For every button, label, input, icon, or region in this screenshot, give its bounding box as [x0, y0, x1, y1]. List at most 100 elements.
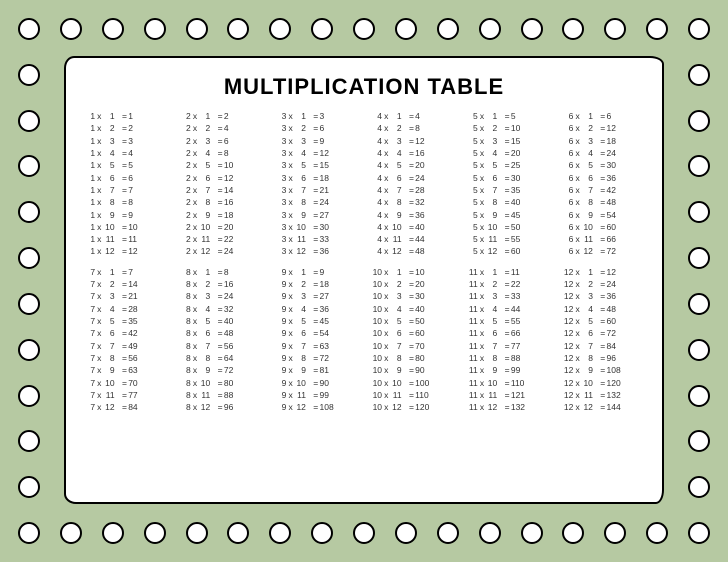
times-symbol: x: [382, 147, 391, 159]
product: 33: [511, 290, 525, 302]
table-row: 1x10=10: [84, 221, 166, 233]
factor-b: 8: [295, 196, 306, 208]
equals-symbol: =: [115, 221, 129, 233]
table-row: 3x5=15: [275, 159, 357, 171]
product: 120: [607, 377, 621, 389]
times-symbol: x: [95, 303, 104, 315]
table-row: 8x10=80: [180, 377, 262, 389]
decorative-circle: [18, 64, 40, 86]
times-symbol: x: [95, 290, 104, 302]
times-symbol: x: [573, 340, 582, 352]
equals-symbol: =: [497, 110, 511, 122]
product: 48: [607, 196, 621, 208]
equals-symbol: =: [306, 290, 320, 302]
table-row: 7x10=70: [84, 377, 166, 389]
decorative-circle: [311, 522, 333, 544]
paper-panel: MULTIPLICATION TABLE 1x1=11x2=21x3=31x4=…: [64, 56, 664, 504]
factor-a: 1: [84, 209, 95, 221]
factor-b: 5: [582, 315, 593, 327]
product: 7: [128, 266, 142, 278]
times-symbol: x: [382, 315, 391, 327]
decorative-circle: [353, 18, 375, 40]
product: 40: [511, 196, 525, 208]
table-row: 12x1=12: [562, 266, 644, 278]
factor-b: 5: [486, 159, 497, 171]
factor-b: 9: [199, 364, 210, 376]
table-row: 3x7=21: [275, 184, 357, 196]
product: 88: [224, 389, 238, 401]
factor-b: 10: [582, 221, 593, 233]
factor-a: 9: [275, 340, 286, 352]
table-row: 5x6=30: [467, 172, 549, 184]
factor-a: 5: [467, 110, 478, 122]
factor-a: 8: [180, 327, 191, 339]
equals-symbol: =: [402, 147, 416, 159]
factor-b: 6: [391, 327, 402, 339]
product: 54: [320, 327, 334, 339]
equals-symbol: =: [210, 221, 224, 233]
factor-a: 3: [275, 221, 286, 233]
equals-symbol: =: [402, 352, 416, 364]
equals-symbol: =: [210, 364, 224, 376]
factor-b: 10: [295, 377, 306, 389]
factor-b: 6: [582, 172, 593, 184]
factor-a: 9: [275, 278, 286, 290]
table-row: 1x8=8: [84, 196, 166, 208]
factor-a: 8: [180, 303, 191, 315]
factor-a: 1: [84, 221, 95, 233]
table-row: 6x4=24: [562, 147, 644, 159]
times-symbol: x: [478, 221, 487, 233]
times-symbol: x: [95, 377, 104, 389]
factor-a: 1: [84, 147, 95, 159]
table-row: 7x3=21: [84, 290, 166, 302]
times-block-8: 8x1=88x2=168x3=248x4=328x5=408x6=488x7=5…: [180, 266, 262, 414]
times-symbol: x: [573, 377, 582, 389]
table-row: 2x3=6: [180, 135, 262, 147]
table-row: 9x9=81: [275, 364, 357, 376]
times-symbol: x: [191, 172, 200, 184]
factor-a: 11: [467, 401, 478, 413]
equals-symbol: =: [210, 184, 224, 196]
times-symbol: x: [191, 303, 200, 315]
table-row: 11x5=55: [467, 315, 549, 327]
factor-a: 6: [562, 135, 573, 147]
times-block-10: 10x1=1010x2=2010x3=3010x4=4010x5=5010x6=…: [371, 266, 453, 414]
factor-b: 2: [104, 278, 115, 290]
times-symbol: x: [573, 401, 582, 413]
table-row: 9x1=9: [275, 266, 357, 278]
table-row: 9x6=54: [275, 327, 357, 339]
equals-symbol: =: [115, 122, 129, 134]
factor-a: 11: [467, 364, 478, 376]
table-row: 6x6=36: [562, 172, 644, 184]
factor-a: 2: [180, 221, 191, 233]
product: 66: [607, 233, 621, 245]
times-symbol: x: [478, 147, 487, 159]
times-block-12: 12x1=1212x2=2412x3=3612x4=4812x5=6012x6=…: [562, 266, 644, 414]
product: 18: [320, 278, 334, 290]
times-symbol: x: [382, 245, 391, 257]
times-symbol: x: [95, 340, 104, 352]
times-symbol: x: [478, 303, 487, 315]
equals-symbol: =: [593, 209, 607, 221]
product: 50: [415, 315, 429, 327]
equals-symbol: =: [306, 245, 320, 257]
factor-a: 6: [562, 245, 573, 257]
equals-symbol: =: [306, 352, 320, 364]
times-block-7: 7x1=77x2=147x3=217x4=287x5=357x6=427x7=4…: [84, 266, 166, 414]
times-symbol: x: [573, 315, 582, 327]
factor-b: 7: [582, 184, 593, 196]
product: 24: [415, 172, 429, 184]
table-row: 2x11=22: [180, 233, 262, 245]
equals-symbol: =: [593, 122, 607, 134]
factor-a: 3: [275, 184, 286, 196]
factor-a: 10: [371, 364, 382, 376]
equals-symbol: =: [306, 196, 320, 208]
table-row: 2x7=14: [180, 184, 262, 196]
equals-symbol: =: [306, 278, 320, 290]
table-row: 5x12=60: [467, 245, 549, 257]
factor-b: 3: [486, 135, 497, 147]
factor-b: 12: [199, 401, 210, 413]
decorative-circle: [562, 18, 584, 40]
times-symbol: x: [478, 278, 487, 290]
table-row: 5x3=15: [467, 135, 549, 147]
